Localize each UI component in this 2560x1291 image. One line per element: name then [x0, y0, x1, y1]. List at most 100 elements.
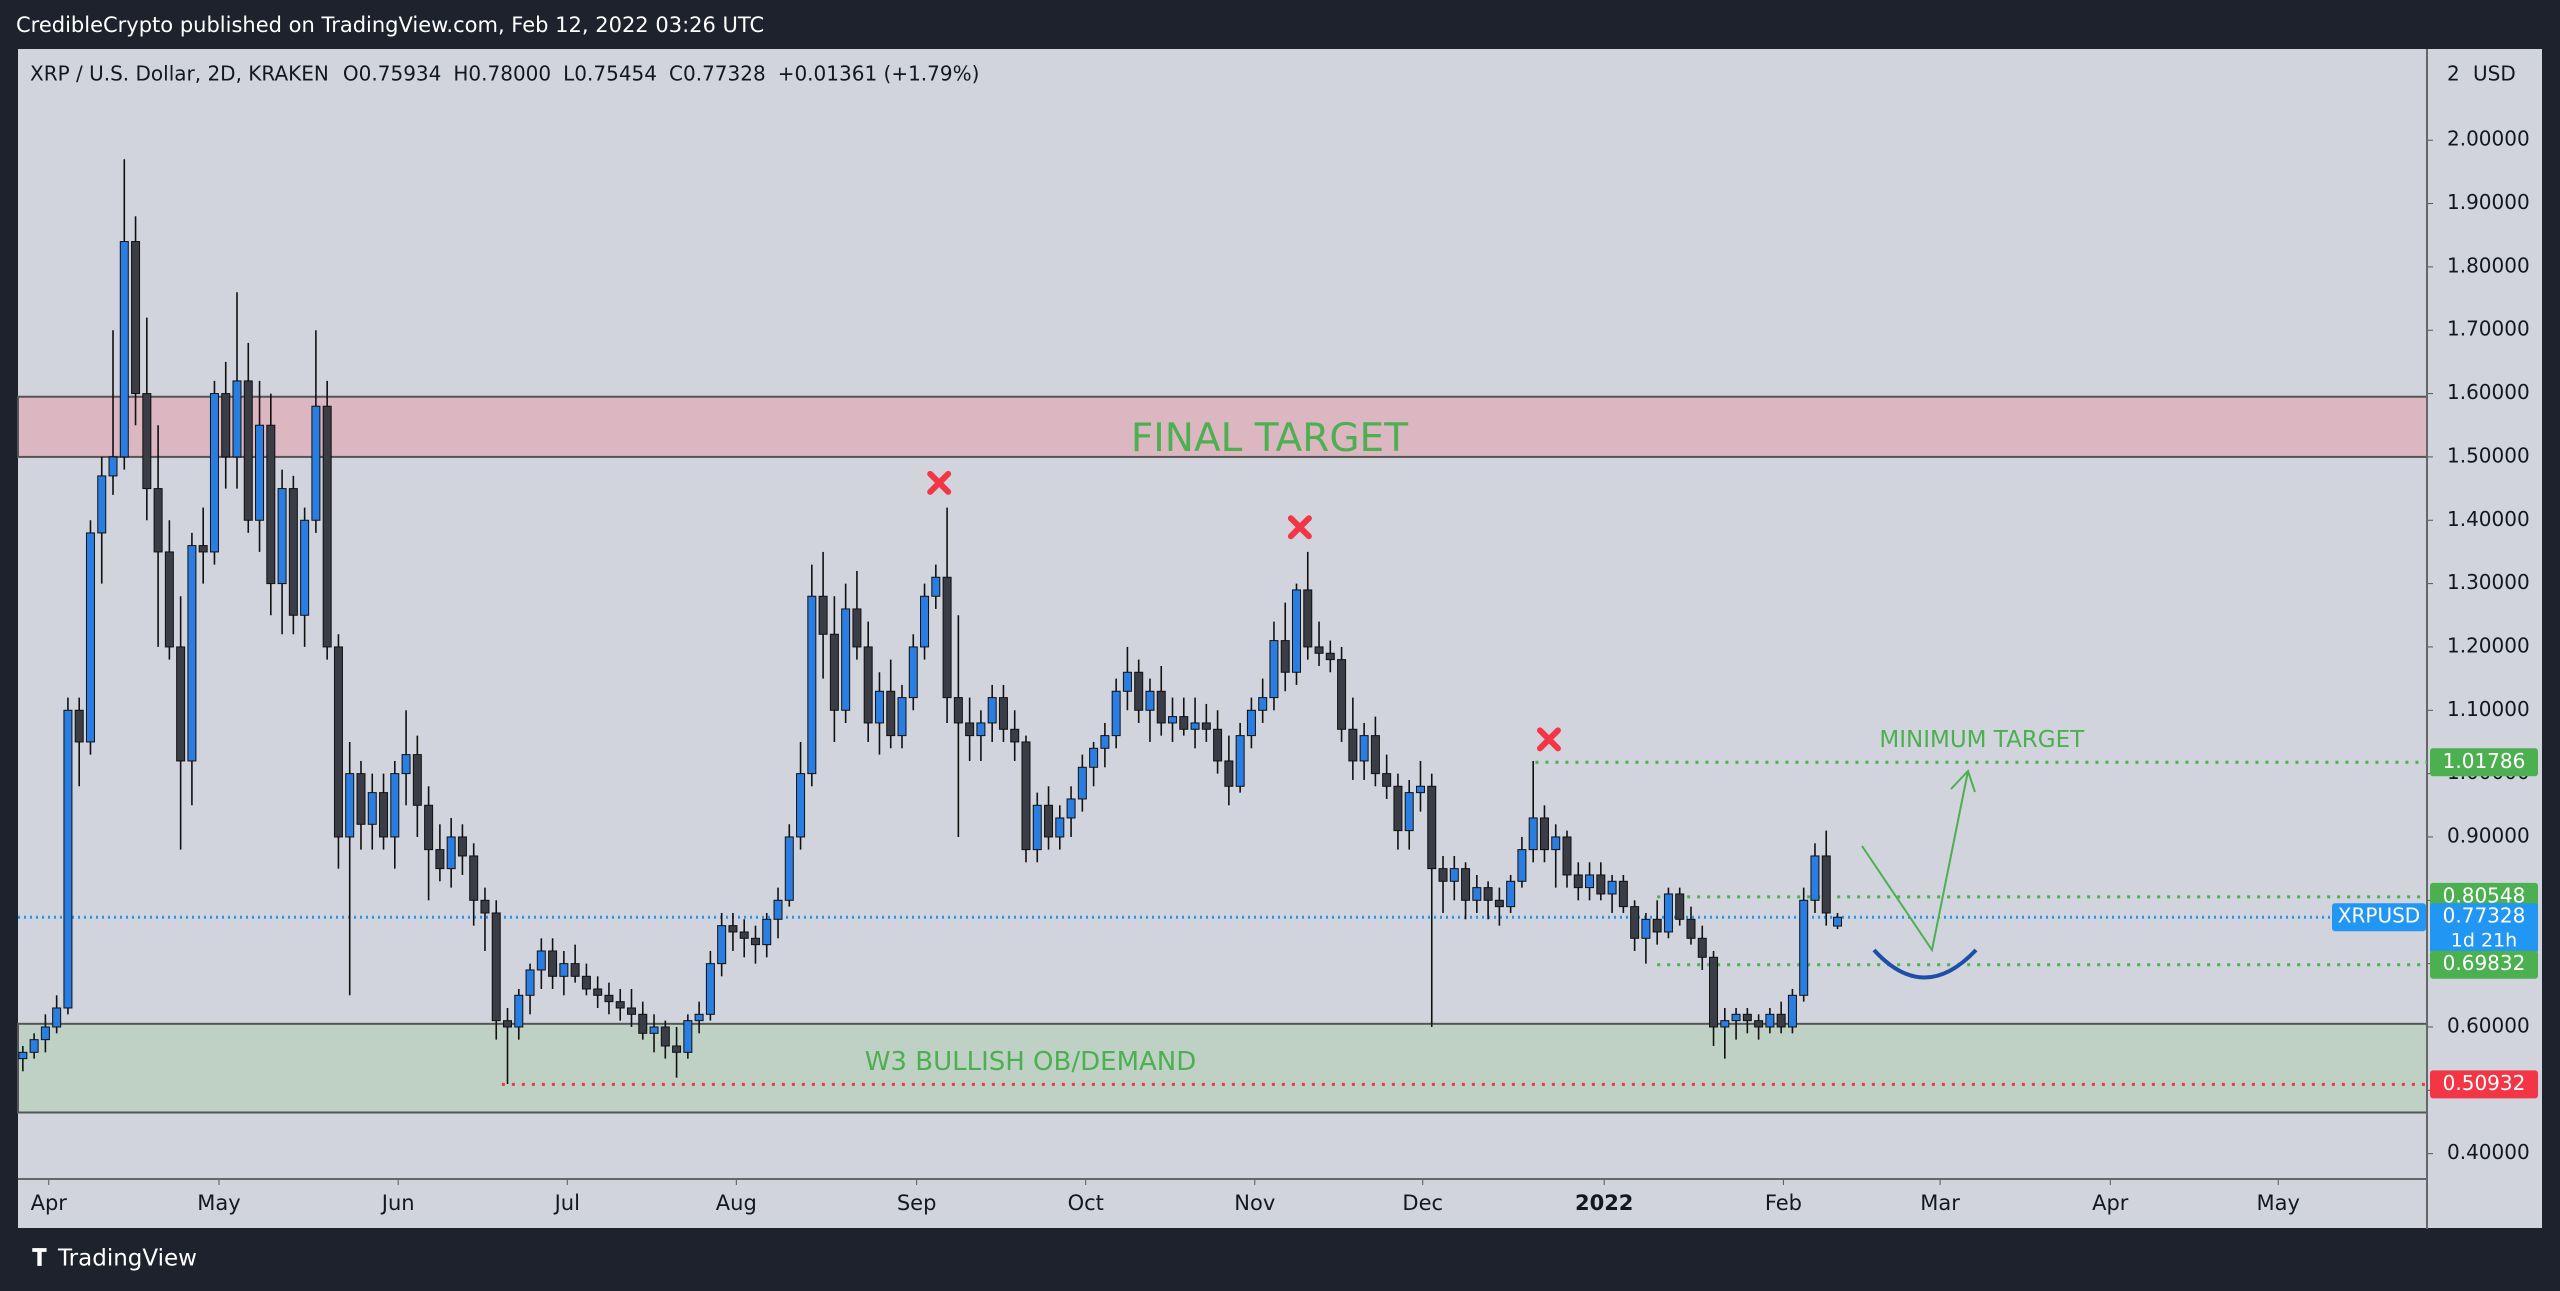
y-tick-label: 1.50000 [2447, 443, 2530, 467]
candle-body [604, 994, 614, 1003]
candle-body [1314, 646, 1324, 654]
candle-body [1044, 804, 1054, 838]
candle-body [52, 1007, 62, 1028]
zone [17, 395, 2428, 458]
x-tick-label: Sep [897, 1191, 937, 1215]
ohlc-key: H [453, 62, 468, 86]
candle-body [412, 754, 422, 806]
x-tick-label: Aug [716, 1191, 757, 1215]
y-tick-label: 1.70000 [2447, 317, 2530, 341]
candle-body [63, 709, 73, 1009]
candle-body [762, 918, 772, 946]
candle-body [807, 595, 817, 775]
candle-body [29, 1039, 39, 1053]
candle-body [626, 1007, 636, 1015]
candle-body [424, 804, 434, 851]
price-badge-label: 0.50932 [2443, 1071, 2526, 1095]
candle-body [221, 393, 231, 458]
candle-body [1168, 716, 1178, 724]
x-tick-label: Nov [1234, 1191, 1275, 1215]
candle-body [1246, 709, 1256, 737]
candle-body [987, 697, 997, 724]
candle-body [18, 1051, 28, 1060]
candle-body [908, 646, 918, 699]
price-badge-label: 0.69832 [2443, 951, 2526, 975]
candle-body [1618, 880, 1628, 908]
candle-body [277, 488, 287, 585]
y-tick-label: 1.40000 [2447, 507, 2530, 531]
candle-body [1325, 652, 1335, 661]
candle-body [1370, 735, 1380, 775]
zone-label: FINAL TARGET [1131, 416, 1408, 461]
y-tick-label: 0.60000 [2447, 1013, 2530, 1037]
candle-body [920, 595, 930, 648]
price-badge [2430, 950, 2538, 979]
candle-body [1776, 1013, 1786, 1028]
candle-body [841, 608, 851, 711]
candle-body [1303, 589, 1313, 648]
candle-body [694, 1013, 704, 1022]
candle-body [435, 849, 445, 870]
axis-top-label: 2 [2447, 62, 2460, 86]
candle-body [886, 690, 896, 737]
candle-body [705, 963, 715, 1015]
y-tick-label: 1.60000 [2447, 380, 2530, 404]
candle-body [998, 697, 1008, 730]
arrow-head [1950, 769, 1976, 793]
candle-body [649, 1026, 659, 1034]
candle-body [300, 519, 310, 616]
candle-body [164, 551, 174, 648]
candle-body [379, 792, 389, 838]
candle-body [1337, 659, 1347, 730]
candle-body [187, 545, 197, 762]
x-marker-stroke [927, 470, 952, 495]
candle-body [1258, 697, 1268, 711]
candle-body [672, 1045, 682, 1053]
candle-body [976, 722, 986, 737]
candle-body [1382, 773, 1392, 787]
x-tick-label: Mar [1920, 1191, 1960, 1215]
candle-body [1754, 1020, 1764, 1028]
candle-body [1483, 887, 1493, 901]
candle-body [1415, 785, 1425, 794]
candle-body [728, 925, 738, 933]
y-tick-label: 1.30000 [2447, 570, 2530, 594]
y-tick-label: 1.80000 [2447, 253, 2530, 277]
candle-body [255, 424, 265, 521]
candle-body [1291, 589, 1301, 673]
candle-body [1111, 690, 1121, 737]
candle-body [536, 950, 546, 971]
candle-body [345, 773, 355, 838]
x-tick-label: 2022 [1575, 1191, 1633, 1215]
candle-body [1810, 855, 1820, 901]
ohlc-value: 0.78000 [468, 62, 551, 86]
candle-body [288, 488, 298, 616]
candle-body [548, 950, 558, 977]
ohlc-value: 0.77328 [683, 62, 766, 86]
candle-body [1663, 893, 1673, 933]
candle-body [683, 1020, 693, 1053]
price-badge-label: 0.77328 [2443, 904, 2526, 928]
candle-body [581, 975, 591, 990]
candle-body [1539, 817, 1549, 851]
candle-body [503, 1020, 513, 1028]
candle-body [965, 722, 975, 737]
candle-body [874, 690, 884, 724]
candle-body [1573, 874, 1583, 889]
candle-body [1494, 899, 1504, 908]
candle-body [1449, 868, 1459, 882]
candle-body [1427, 785, 1437, 870]
candle-body [97, 475, 107, 534]
ticker-badge [2332, 903, 2426, 932]
brand-logo: 𝐓 [32, 1246, 47, 1272]
candle-body [1799, 899, 1809, 996]
candle-body [1461, 868, 1471, 901]
ohlc-header: O 0.75934 H 0.78000 L 0.75454 C 0.77328 +0.01361… [343, 62, 980, 86]
candle-body [897, 697, 907, 737]
candle-body [85, 532, 95, 743]
candle-body [1404, 792, 1414, 832]
symbol: XRP / U.S. Dollar, 2D, KRAKEN [30, 62, 329, 86]
candle-body [1472, 887, 1482, 901]
candle-body [750, 937, 760, 946]
